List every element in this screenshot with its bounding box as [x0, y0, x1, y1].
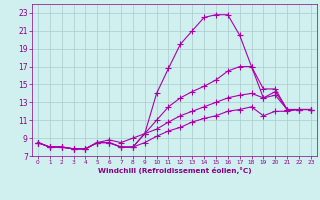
X-axis label: Windchill (Refroidissement éolien,°C): Windchill (Refroidissement éolien,°C)	[98, 167, 251, 174]
